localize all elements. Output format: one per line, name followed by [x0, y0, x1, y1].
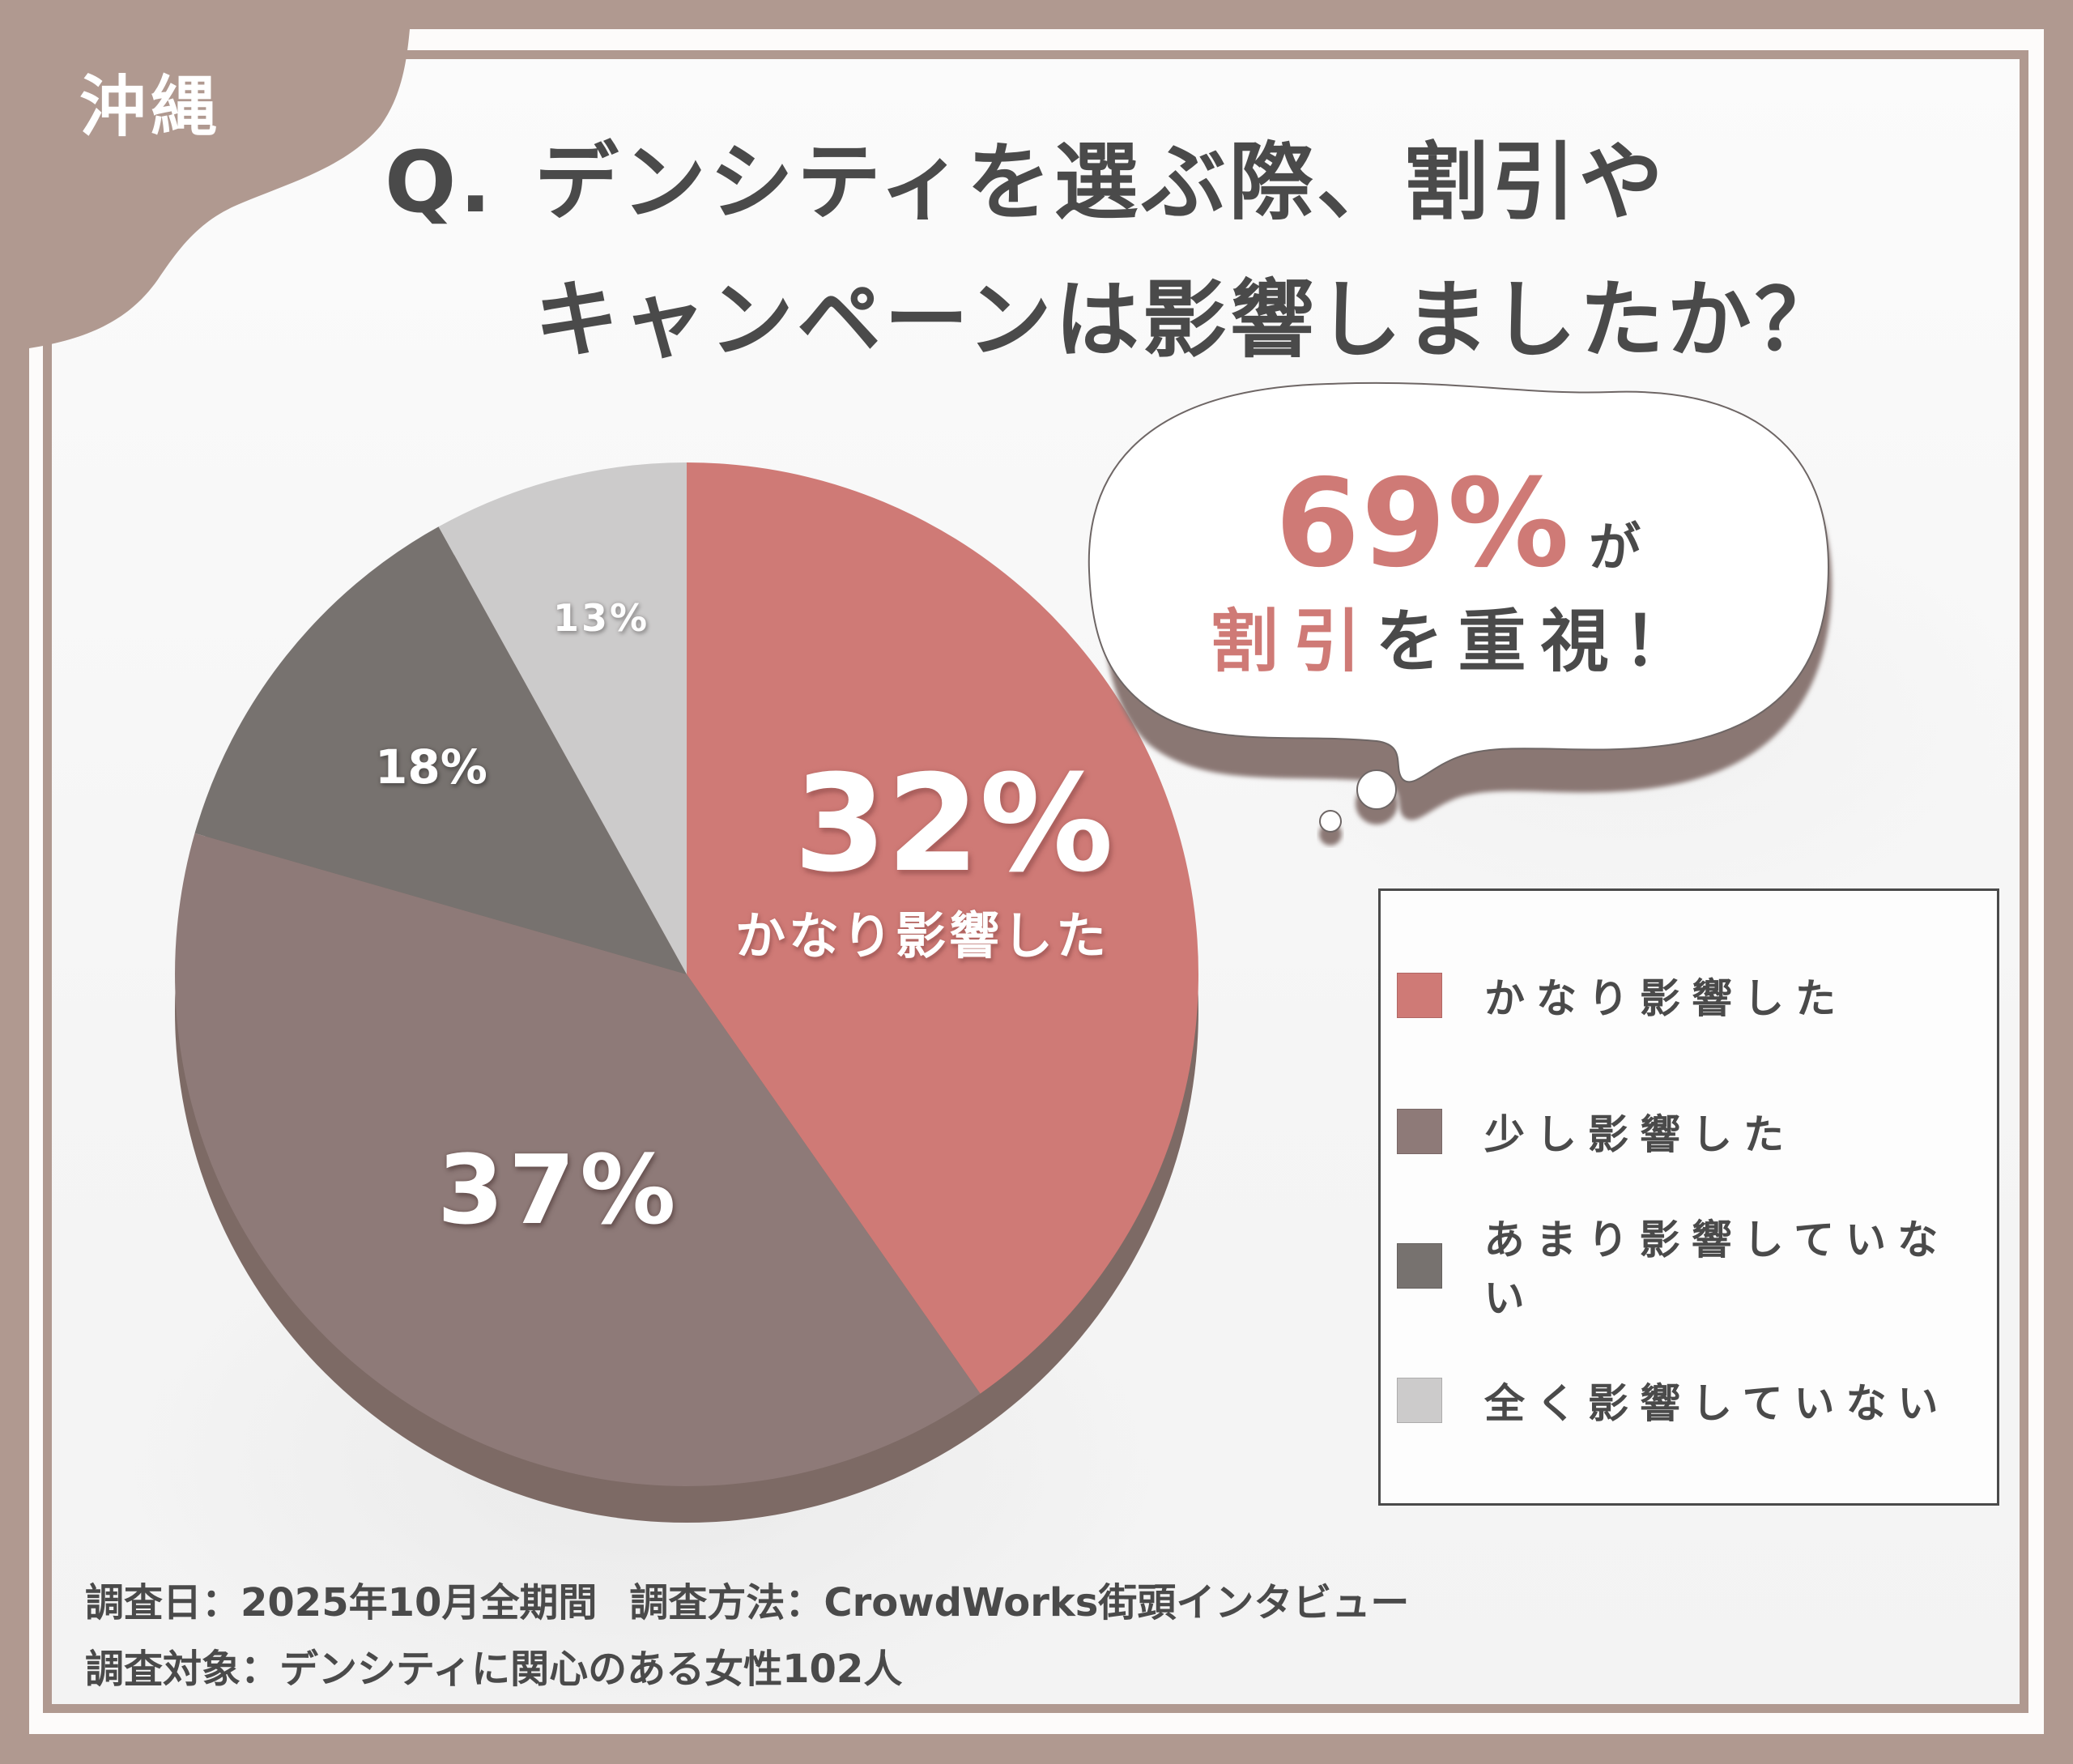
legend-item[interactable]: あまり影響していない	[1397, 1216, 1997, 1322]
callout-line-1: 69% が	[1088, 454, 1828, 594]
callout-line-2: 割引を重視！	[1088, 587, 1828, 685]
slice-some[interactable]	[175, 833, 981, 1486]
pie-chart	[175, 462, 1198, 1486]
slice-none[interactable]	[438, 462, 687, 974]
slice-little[interactable]	[194, 526, 687, 974]
survey-target: 調査対象：デンシティに関心のある女性102人	[85, 1647, 903, 1692]
legend-label: かなり影響した	[1484, 975, 1847, 1022]
legend-swatch	[1397, 1378, 1442, 1423]
legend-swatch	[1397, 1109, 1442, 1154]
slice-label-strong: 32%	[794, 746, 1113, 901]
title-line-2: キャンペーンは影響しましたか？	[534, 271, 1842, 369]
legend-label: あまり影響していない	[1483, 1216, 1950, 1322]
footer-line-1: 調査日：2025年10月全期間 調査方法：CrowdWorks街頭インタビュー	[85, 1583, 1409, 1622]
title-q-prefix: Q.	[385, 133, 495, 232]
callout-particle: が	[1589, 518, 1641, 578]
slice-label-little: 18%	[375, 739, 487, 795]
footer-line-2: 調査対象：デンシティに関心のある女性102人	[85, 1650, 902, 1689]
thought-dot-small	[1319, 810, 1342, 833]
page-title: Q. デンシティを選ぶ際、割引や キャンペーンは影響しましたか？	[385, 113, 1842, 389]
callout-percent: 69%	[1275, 454, 1571, 594]
callout-rest: を重視！	[1375, 602, 1706, 681]
legend-item[interactable]: 少し影響した	[1397, 1108, 1795, 1158]
survey-date: 調査日：2025年10月全期間	[85, 1580, 598, 1626]
legend-label: 少し影響した	[1484, 1111, 1795, 1158]
slice-strong[interactable]	[687, 462, 1198, 1394]
legend-swatch	[1397, 973, 1442, 1018]
speech-bubble	[1088, 381, 1830, 783]
slice-sublabel-strong: かなり影響した	[735, 906, 1110, 965]
slice-label-none: 13%	[553, 596, 650, 640]
region-label: 沖縄	[79, 69, 223, 146]
thought-dot-large	[1356, 769, 1397, 810]
corner-blob	[0, 0, 410, 1764]
legend-swatch	[1397, 1243, 1442, 1289]
legend-item[interactable]: 全く影響していない	[1397, 1377, 1950, 1427]
title-line-1: Q. デンシティを選ぶ際、割引や	[385, 113, 1842, 251]
slice-label-some: 37%	[437, 1134, 681, 1246]
legend-item[interactable]: かなり影響した	[1397, 972, 1847, 1022]
legend: かなり影響した 少し影響した あまり影響していない 全く影響していない	[1378, 888, 1999, 1506]
title-line-1-text: デンシティを選ぶ際、割引や	[534, 133, 1666, 232]
callout-highlight: 割引	[1210, 602, 1376, 681]
legend-label: 全く影響していない	[1484, 1380, 1950, 1427]
survey-method: 調査方法：CrowdWorks街頭インタビュー	[629, 1580, 1410, 1626]
